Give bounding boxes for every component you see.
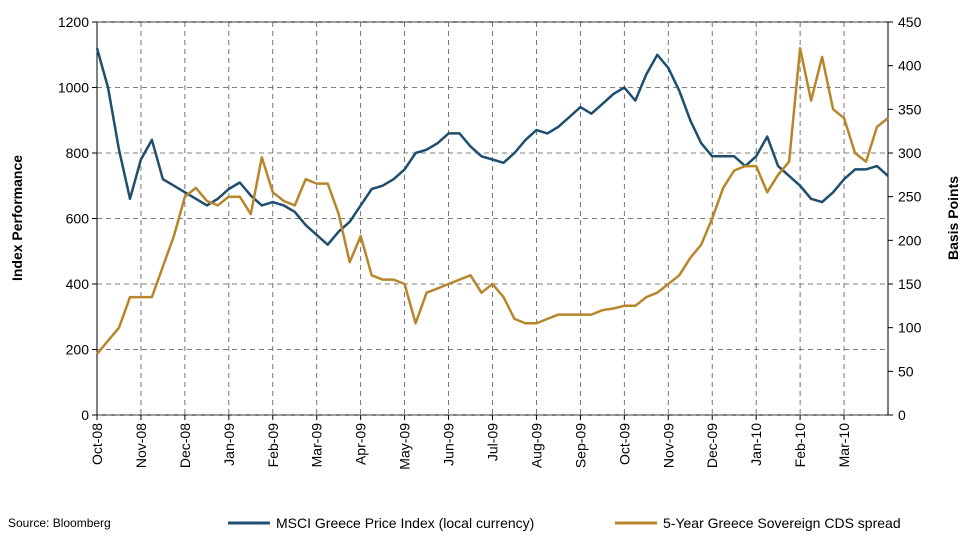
x-tick-label: Oct-09 — [616, 423, 632, 465]
x-tick-label: Jan-09 — [221, 423, 237, 466]
x-tick-label: Feb-10 — [792, 423, 808, 468]
y2-tick-label: 350 — [898, 101, 922, 117]
x-tick-label: Nov-09 — [660, 423, 676, 468]
legend-label: MSCI Greece Price Index (local currency) — [276, 515, 534, 531]
y2-tick-label: 150 — [898, 276, 922, 292]
y2-tick-label: 0 — [898, 407, 906, 423]
x-tick-label: Aug-09 — [528, 423, 544, 468]
source-note: Source: Bloomberg — [8, 516, 111, 530]
series-line — [95, 47, 889, 246]
y-tick-label: 800 — [66, 145, 90, 161]
y-tick-label: 1000 — [58, 80, 89, 96]
x-tick-label: Nov-08 — [133, 423, 149, 468]
y-tick-label: 600 — [66, 211, 90, 227]
y-tick-label: 1200 — [58, 14, 89, 30]
x-tick-label: Jun-09 — [441, 423, 457, 466]
x-tick-label: Jan-10 — [748, 423, 764, 466]
x-tick-label: Feb-09 — [265, 423, 281, 468]
y2-tick-label: 400 — [898, 58, 922, 74]
x-tick-label: May-09 — [397, 423, 413, 470]
y-tick-label: 400 — [66, 276, 90, 292]
x-tick-label: Sep-09 — [572, 423, 588, 468]
y2-tick-label: 450 — [898, 14, 922, 30]
y-axis-title: Index Performance — [9, 155, 25, 281]
y2-tick-label: 100 — [898, 320, 922, 336]
y2-tick-label: 250 — [898, 189, 922, 205]
legend-label: 5-Year Greece Sovereign CDS spread — [663, 515, 901, 531]
y2-tick-label: 300 — [898, 145, 922, 161]
x-tick-label: Oct-08 — [89, 423, 105, 465]
x-tick-label: Mar-09 — [309, 423, 325, 468]
series-line — [96, 46, 889, 355]
x-tick-label: Jul-09 — [485, 423, 501, 461]
y2-axis-title: Basis Points — [945, 176, 961, 260]
y2-tick-label: 200 — [898, 232, 922, 248]
y2-tick-label: 50 — [898, 363, 914, 379]
x-tick-label: Apr-09 — [353, 423, 369, 465]
x-tick-label: Dec-08 — [177, 423, 193, 468]
y-tick-label: 200 — [66, 342, 90, 358]
x-tick-label: Mar-10 — [836, 423, 852, 468]
y-tick-label: 0 — [81, 407, 89, 423]
x-tick-label: Dec-09 — [704, 423, 720, 468]
